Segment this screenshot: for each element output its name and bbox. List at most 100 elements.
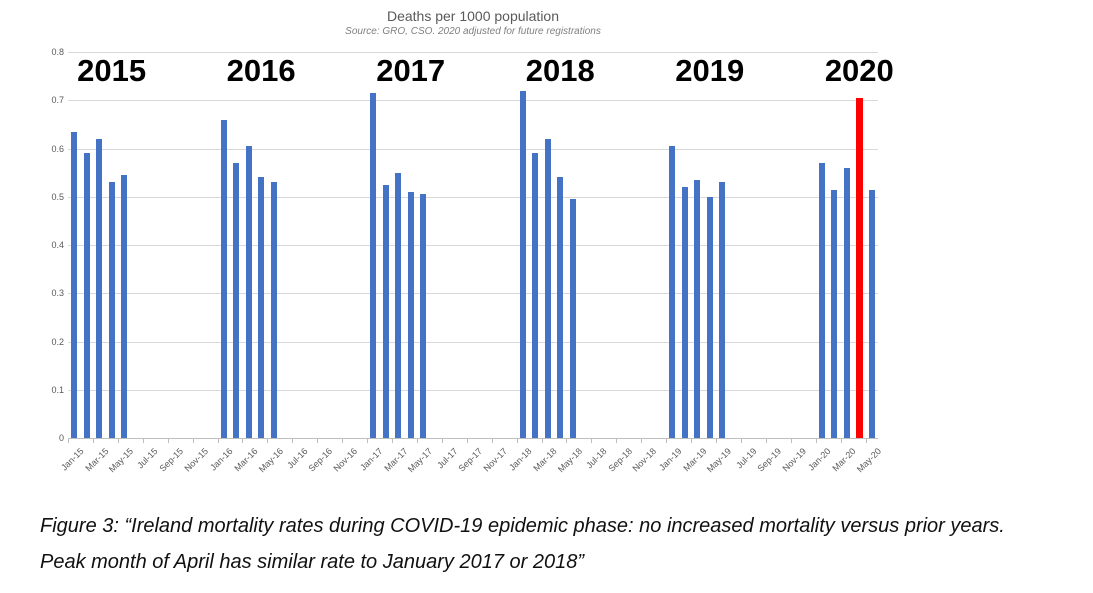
year-label-2018: 2018 <box>525 53 595 88</box>
x-tick-label-Nov-15: Nov-15 <box>182 446 210 474</box>
x-tick-label-Nov-16: Nov-16 <box>331 446 360 474</box>
y-tick-label-0.7: 0.7 <box>51 95 64 106</box>
bar-May-2017 <box>420 194 427 438</box>
x-tick-label-Mar-16: Mar-16 <box>232 446 260 474</box>
x-tick-mark <box>292 439 294 443</box>
x-axis-line <box>68 438 878 439</box>
year-label-2017: 2017 <box>376 53 446 88</box>
y-tick-label-0.3: 0.3 <box>51 288 64 299</box>
bar-Feb-2020 <box>831 189 838 438</box>
bar-Mar-2020 <box>843 167 850 438</box>
bar-May-2019 <box>719 182 726 438</box>
bar-Mar-2017 <box>395 172 402 438</box>
x-tick-label-Mar-15: Mar-15 <box>82 446 111 474</box>
x-tick-label-Mar-18: Mar-18 <box>531 446 559 474</box>
x-tick-label-Jul-15: Jul-15 <box>135 446 161 471</box>
x-tick-label-May-16: May-16 <box>256 446 285 475</box>
x-tick-mark <box>566 439 568 443</box>
x-tick-mark <box>491 439 493 443</box>
caption-line-2: Peak month of April has similar rate to … <box>40 551 584 573</box>
x-tick-mark <box>367 439 369 443</box>
x-tick-label-May-19: May-19 <box>705 446 734 475</box>
gridline-0.4 <box>68 245 878 246</box>
year-label-2016: 2016 <box>226 53 296 88</box>
x-tick-mark <box>142 439 144 443</box>
x-tick-mark <box>865 439 867 443</box>
bar-Jan-2018 <box>519 90 526 438</box>
x-tick-label-Sep-17: Sep-17 <box>456 446 485 474</box>
x-tick-label-Nov-17: Nov-17 <box>481 446 510 474</box>
x-tick-label-Jan-18: Jan-18 <box>507 446 534 473</box>
x-tick-mark <box>392 439 393 443</box>
x-tick-mark <box>666 439 668 443</box>
gridline-0.5 <box>68 196 878 198</box>
bar-May-2016 <box>270 182 277 438</box>
bar-Mar-2018 <box>544 138 551 438</box>
y-tick-label-0.6: 0.6 <box>51 143 64 154</box>
chart-title: Deaths per 1000 population <box>386 8 560 24</box>
x-tick-mark <box>317 439 319 443</box>
x-tick-label-Mar-19: Mar-19 <box>681 446 709 474</box>
x-tick-label-May-17: May-17 <box>405 446 435 475</box>
y-tick-label-0.1: 0.1 <box>51 384 64 395</box>
year-label-2020: 2020 <box>824 53 894 88</box>
x-tick-mark <box>641 439 643 443</box>
x-tick-mark <box>790 439 792 443</box>
bar-Apr-2018 <box>557 177 564 438</box>
x-tick-mark <box>516 439 518 443</box>
bar-Mar-2016 <box>245 146 252 438</box>
x-tick-mark <box>117 439 119 443</box>
bar-May-2020 <box>868 189 875 438</box>
x-tick-label-May-20: May-20 <box>854 446 883 475</box>
x-tick-label-Sep-19: Sep-19 <box>755 446 784 474</box>
year-label-2015: 2015 <box>77 53 147 88</box>
x-tick-label-Jul-17: Jul-17 <box>434 446 460 471</box>
chart-subtitle: Source: GRO, CSO. 2020 adjusted for futu… <box>345 26 601 37</box>
bar-Jan-2020 <box>818 162 825 438</box>
figure-caption: Figure 3: “Ireland mortality rates durin… <box>40 508 1050 580</box>
bar-May-2018 <box>569 199 576 438</box>
x-tick-mark <box>765 439 767 443</box>
x-tick-mark <box>815 439 817 443</box>
bar-Feb-2019 <box>681 187 688 438</box>
x-tick-label-Sep-15: Sep-15 <box>157 446 186 474</box>
x-tick-label-Mar-20: Mar-20 <box>830 446 858 474</box>
x-tick-label-Jan-15: Jan-15 <box>58 446 86 473</box>
x-tick-mark <box>691 439 693 443</box>
x-tick-mark <box>466 439 468 443</box>
x-tick-mark <box>167 439 169 443</box>
x-tick-mark <box>740 439 742 443</box>
y-tick-label-0.2: 0.2 <box>51 336 64 347</box>
gridline-0.1 <box>68 389 878 391</box>
x-tick-label-Jul-19: Jul-19 <box>733 446 759 471</box>
x-tick-label-Mar-17: Mar-17 <box>382 446 410 474</box>
gridline-0.8 <box>68 52 878 53</box>
y-tick-label-0.5: 0.5 <box>51 191 64 202</box>
bar-Mar-2015 <box>96 138 103 438</box>
year-label-2019: 2019 <box>675 53 745 88</box>
x-tick-mark <box>217 439 219 443</box>
x-tick-label-Jan-16: Jan-16 <box>208 446 235 473</box>
x-tick-mark <box>242 439 244 443</box>
bar-Feb-2015 <box>83 153 90 438</box>
x-tick-label-Jan-20: Jan-20 <box>806 446 834 473</box>
bar-Feb-2018 <box>532 153 539 438</box>
gridline-0.2 <box>68 341 878 343</box>
x-tick-mark <box>591 439 593 443</box>
x-tick-label-Sep-16: Sep-16 <box>306 446 335 474</box>
x-tick-mark <box>68 439 69 443</box>
x-tick-label-Nov-19: Nov-19 <box>780 446 809 474</box>
bar-Apr-2017 <box>407 191 414 438</box>
bar-Apr-2019 <box>706 196 713 438</box>
x-tick-mark <box>192 439 194 443</box>
y-tick-label-0.4: 0.4 <box>51 240 64 250</box>
x-tick-label-Sep-18: Sep-18 <box>606 446 634 474</box>
x-tick-label-Jan-19: Jan-19 <box>656 446 684 473</box>
bar-Apr-2015 <box>108 182 115 438</box>
x-tick-mark <box>342 439 344 443</box>
x-tick-label-Nov-18: Nov-18 <box>630 446 659 474</box>
bar-Jan-2016 <box>220 119 227 438</box>
x-tick-label-May-15: May-15 <box>106 446 136 475</box>
y-tick-label-0: 0 <box>58 433 64 443</box>
